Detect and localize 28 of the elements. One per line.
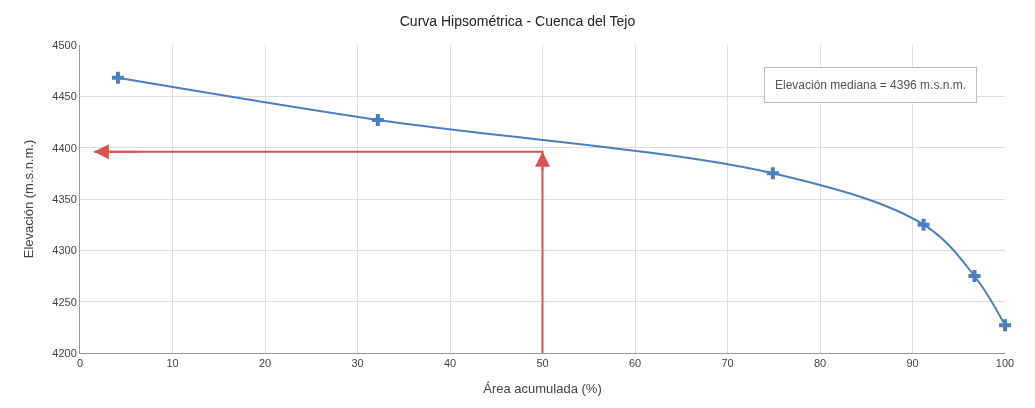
y-tick-label: 4450 bbox=[52, 90, 77, 103]
chart-title: Curva Hipsométrica - Cuenca del Tejo bbox=[399, 13, 636, 30]
x-tick-label: 80 bbox=[813, 357, 827, 370]
y-axis-title: Elevación (m.s.n.m.) bbox=[21, 139, 37, 259]
x-tick-label: 90 bbox=[906, 357, 919, 370]
x-tick-label: 40 bbox=[443, 357, 457, 370]
point bbox=[999, 319, 1011, 332]
x-tick-label: 100 bbox=[995, 357, 1015, 370]
point bbox=[766, 167, 779, 180]
y-tick-label: 4350 bbox=[52, 192, 77, 205]
y-tick-label: 4300 bbox=[52, 244, 77, 257]
point bbox=[371, 113, 384, 126]
y-tick-label: 4250 bbox=[52, 295, 77, 308]
x-tick-label: 0 bbox=[76, 357, 84, 370]
x-tick-label: 60 bbox=[628, 357, 642, 370]
annotation: Elevación mediana = 4396 m.s.n.m. bbox=[775, 78, 967, 92]
x-tick-label: 20 bbox=[258, 357, 272, 370]
y-tick-label: 4400 bbox=[52, 141, 77, 154]
point bbox=[917, 218, 930, 231]
x-tick-label: 70 bbox=[721, 357, 734, 370]
y-tick-label: 4500 bbox=[52, 38, 77, 51]
x-axis-title: Área acumulada (%) bbox=[483, 380, 602, 396]
point bbox=[111, 71, 124, 84]
y-tick-label: 4200 bbox=[52, 346, 77, 359]
x-tick-label: 50 bbox=[536, 357, 549, 370]
x-tick-label: 30 bbox=[351, 357, 364, 370]
point bbox=[968, 270, 981, 282]
x-tick-label: 10 bbox=[166, 357, 179, 370]
